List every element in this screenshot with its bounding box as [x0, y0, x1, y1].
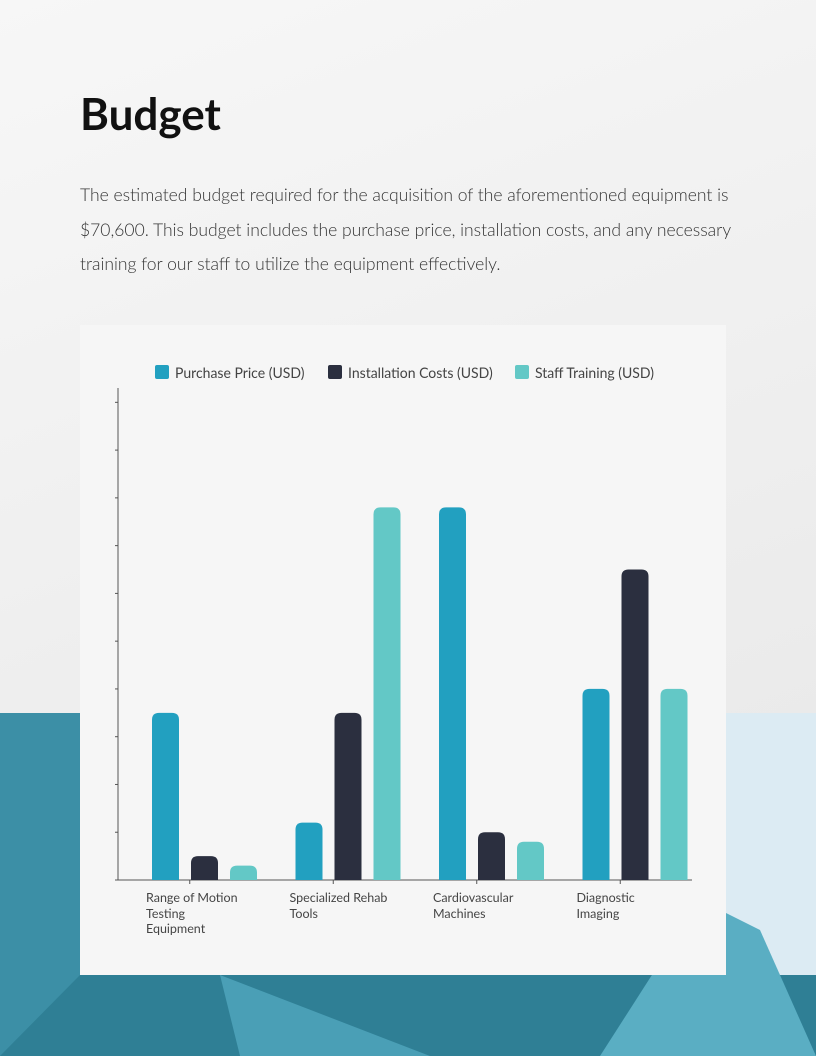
legend-swatch [515, 365, 529, 379]
building [0, 975, 816, 1056]
bar [230, 865, 257, 880]
legend-label: Installation Costs (USD) [348, 364, 493, 381]
bar [152, 712, 179, 880]
x-tick-label: Cardiovascular Machines [433, 890, 514, 921]
bar [334, 712, 362, 880]
legend-label: Purchase Price (USD) [175, 364, 305, 381]
x-tick-label: Range of Motion Testing Equipment [146, 890, 238, 936]
bar [295, 822, 323, 880]
bar [478, 832, 505, 880]
legend-label: Staff Training (USD) [535, 364, 654, 381]
building [600, 900, 816, 1056]
title: Budget [80, 88, 221, 140]
legend-swatch [328, 365, 342, 379]
chart-panel [80, 325, 726, 975]
bar [439, 507, 466, 880]
bar [373, 507, 401, 880]
paragraph: The estimated budget required for the ac… [80, 184, 731, 274]
x-tick-label: Specialized Rehab Tools [289, 890, 388, 921]
bar [191, 856, 218, 880]
bar [517, 841, 544, 880]
bar [660, 688, 688, 880]
x-tick-label: Diagnostic Imaging [576, 890, 635, 921]
bar [582, 688, 610, 880]
bar [621, 569, 649, 880]
legend-swatch [155, 365, 169, 379]
building [220, 975, 430, 1056]
